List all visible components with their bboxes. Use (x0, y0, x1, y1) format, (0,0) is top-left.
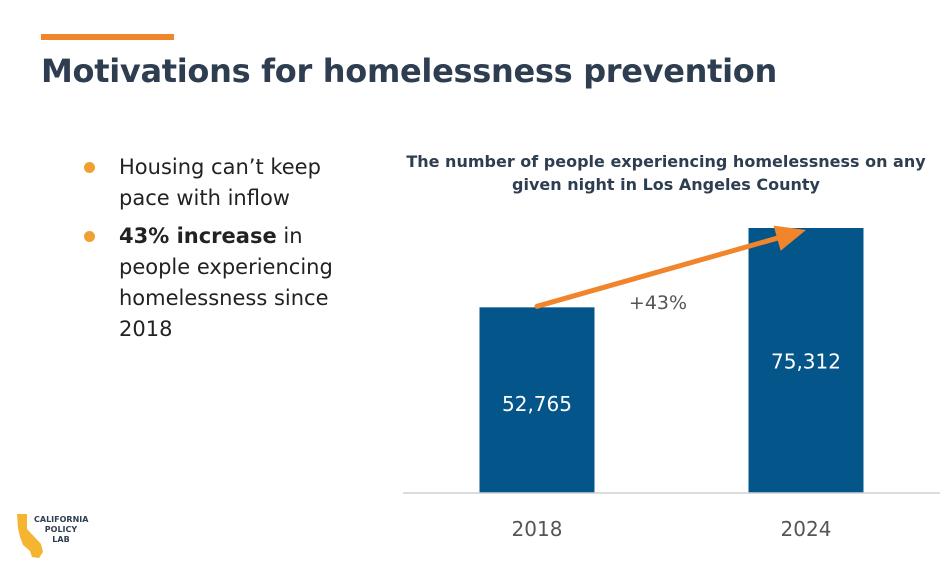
bar-2024 (748, 228, 864, 493)
data-label-2024: 75,312 (771, 350, 841, 374)
chart-title: The number of people experiencing homele… (406, 152, 926, 194)
bullet-list: Housing can’t keep pace with inflow 43% … (82, 152, 372, 352)
x-tick-label-2018: 2018 (512, 517, 563, 541)
growth-arrow-head-icon (773, 225, 806, 251)
logo-wordmark: CALIFORNIA POLICY LAB (34, 515, 89, 544)
bullet-bold-text: 43% increase (119, 224, 277, 248)
growth-annotation: +43% (629, 292, 687, 314)
page-title: Motivations for homelessness prevention (41, 52, 777, 90)
bullet-text: in people experiencing homelessness sinc… (119, 224, 333, 341)
california-policy-lab-logo: CALIFORNIA POLICY LAB (14, 512, 94, 560)
california-map-icon (17, 514, 43, 558)
bullet-item-increase: 43% increase in people experiencing home… (82, 221, 372, 345)
data-label-2018: 52,765 (502, 392, 572, 416)
growth-arrow-line (534, 235, 780, 309)
bullet-dot-icon (84, 162, 95, 173)
bar-2018 (479, 307, 595, 493)
title-accent-bar (41, 34, 174, 40)
x-tick-label-2024: 2024 (781, 517, 832, 541)
bullet-item-housing: Housing can’t keep pace with inflow (82, 152, 372, 214)
bullet-dot-icon (84, 231, 95, 242)
bullet-text: Housing can’t keep pace with inflow (119, 155, 321, 210)
